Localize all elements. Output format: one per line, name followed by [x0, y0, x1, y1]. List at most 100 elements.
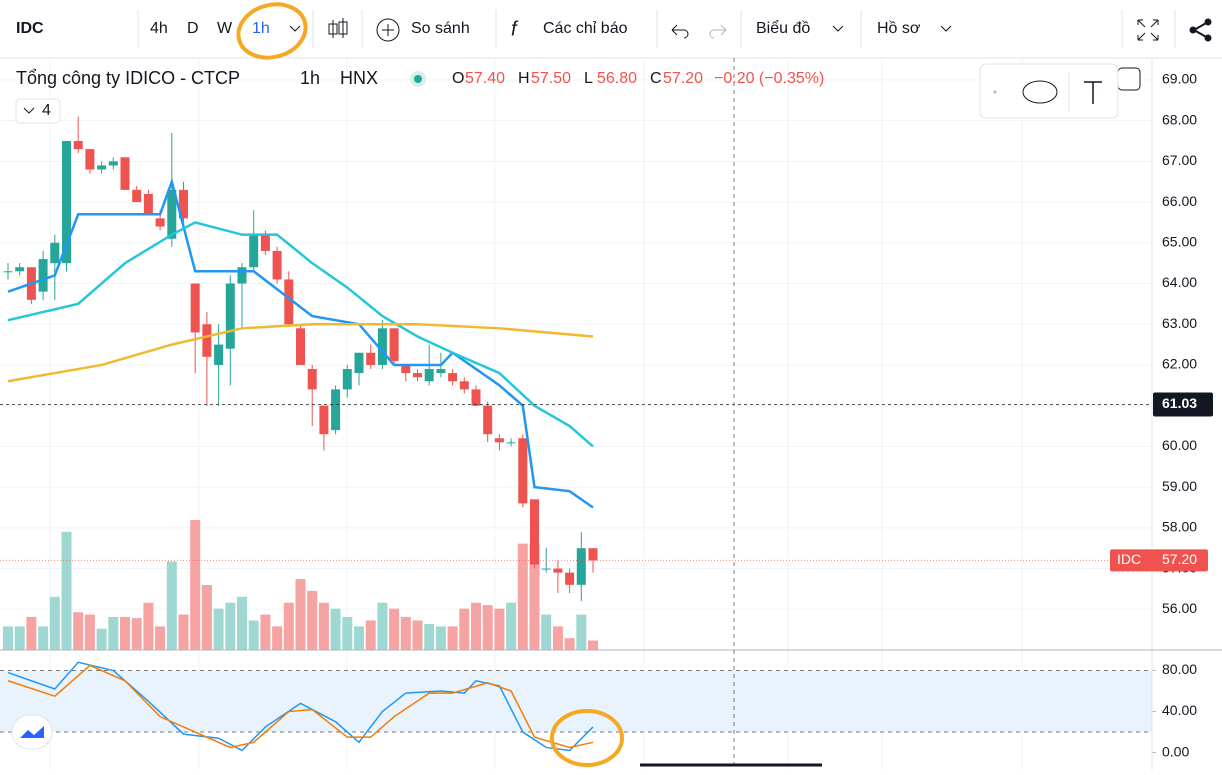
undo-icon[interactable]: [671, 24, 689, 39]
compare-icon[interactable]: [376, 18, 400, 42]
candle-body: [38, 259, 48, 292]
y-tick-label: 59.00: [1162, 478, 1197, 494]
volume-bar: [190, 520, 201, 650]
candle-body: [436, 369, 446, 374]
y-tick-label: 60.00: [1162, 437, 1197, 453]
chart-menu[interactable]: Biểu đồ: [756, 19, 810, 37]
collapse-button[interactable]: [15, 98, 61, 124]
indicators-icon[interactable]: f: [511, 18, 519, 40]
ohlc-legend: O 57.40 H 57.50 L 56.80 C 57.20 −0.20 (−0.35%): [452, 70, 824, 87]
ohlc-key: L: [584, 70, 593, 87]
candle-body: [62, 140, 71, 264]
ohlc-value: 56.80: [597, 70, 637, 87]
price-tag: [1153, 392, 1213, 417]
ohlc-value: 57.20: [663, 70, 703, 87]
volume-bar: [131, 618, 142, 650]
volume-bar: [541, 614, 552, 650]
dropdown-icon[interactable]: [940, 25, 952, 32]
fullscreen-icon[interactable]: [1137, 19, 1159, 41]
candle-body: [167, 189, 177, 239]
candle-body: [319, 405, 329, 435]
dropdown-icon[interactable]: [289, 25, 301, 32]
share-icon: [1204, 18, 1212, 26]
candle-body: [284, 279, 294, 325]
ohlc-change: −0.20 (−0.35%): [714, 70, 824, 87]
indicators[interactable]: Các chỉ báo: [543, 20, 628, 37]
volume-bar: [377, 602, 388, 650]
logo-button[interactable]: [11, 714, 53, 750]
interval[interactable]: W: [217, 20, 233, 37]
y-tick-label: 80.00: [1162, 661, 1197, 677]
interval-active[interactable]: 1h: [252, 20, 270, 37]
volume-bar: [365, 620, 376, 650]
candle-body: [296, 328, 305, 365]
candle-body: [553, 568, 563, 573]
candle-body: [413, 373, 422, 378]
candle-body: [249, 234, 259, 268]
oscillator-line: [7, 664, 594, 749]
chart-type-icon[interactable]: [328, 18, 348, 38]
candle-body: [307, 369, 317, 390]
volume-bar: [3, 626, 13, 650]
ellipse-tool[interactable]: [1022, 80, 1058, 104]
volume-bar: [166, 561, 177, 650]
candle-body: [424, 369, 434, 382]
candle-body: [132, 189, 142, 203]
volume-bar: [506, 602, 517, 650]
volume-bar: [342, 616, 353, 650]
settings-icon[interactable]: [1117, 67, 1141, 91]
candle-body: [260, 234, 270, 251]
candle-body: [3, 271, 13, 273]
symbol[interactable]: IDC: [16, 20, 44, 37]
volume-bar: [108, 616, 119, 650]
chart-title: Tổng công ty IDICO - CTCP: [16, 68, 240, 88]
drawing-toolbar: [979, 63, 1119, 119]
redo-icon: [709, 24, 727, 39]
profile-menu[interactable]: Hồ sơ: [877, 20, 921, 37]
interval[interactable]: D: [187, 20, 199, 37]
highlight-circle: [550, 709, 624, 767]
drag-handle[interactable]: [993, 90, 997, 94]
price-tag-label: 61.03: [1162, 395, 1197, 411]
share-icon: [1189, 26, 1197, 34]
volume-bar: [471, 602, 481, 650]
candle-body: [565, 572, 575, 585]
volume-bar: [14, 626, 25, 650]
candle-body: [214, 344, 224, 365]
volume-bar: [295, 579, 306, 650]
volume-bar: [49, 596, 60, 650]
candle-body: [366, 352, 376, 365]
candle-body: [483, 405, 493, 435]
candle-body: [588, 548, 598, 561]
volume-bar: [178, 614, 189, 650]
candle-body: [471, 389, 481, 406]
volume-bar: [564, 638, 575, 650]
volume-bar: [412, 620, 423, 650]
volume-bar: [424, 624, 435, 650]
volume-bar: [552, 626, 563, 650]
ohlc-key: H: [518, 70, 530, 87]
volume-bar: [155, 626, 166, 650]
volume-bar: [529, 543, 540, 650]
volume-bar: [248, 620, 259, 650]
y-tick-label: 63.00: [1162, 315, 1197, 331]
candle-body: [506, 442, 516, 444]
volume-bar: [517, 543, 528, 650]
interval[interactable]: 4h: [150, 20, 168, 37]
volume-bar: [459, 608, 470, 650]
candle-body: [179, 189, 188, 219]
y-tick-label: 58.00: [1162, 519, 1197, 535]
candle-body: [155, 218, 165, 227]
candle-body: [97, 165, 107, 170]
compare[interactable]: So sánh: [411, 20, 470, 37]
volume-bar: [576, 614, 587, 650]
dropdown-icon[interactable]: [832, 25, 844, 32]
volume-bar: [225, 602, 236, 650]
ohlc-value: 57.40: [465, 70, 505, 87]
text-tool[interactable]: [1084, 81, 1102, 104]
legend-exchange: HNX: [340, 68, 378, 88]
candle-body: [377, 328, 387, 365]
candle-body: [73, 140, 83, 150]
plot: [0, 116, 1152, 752]
